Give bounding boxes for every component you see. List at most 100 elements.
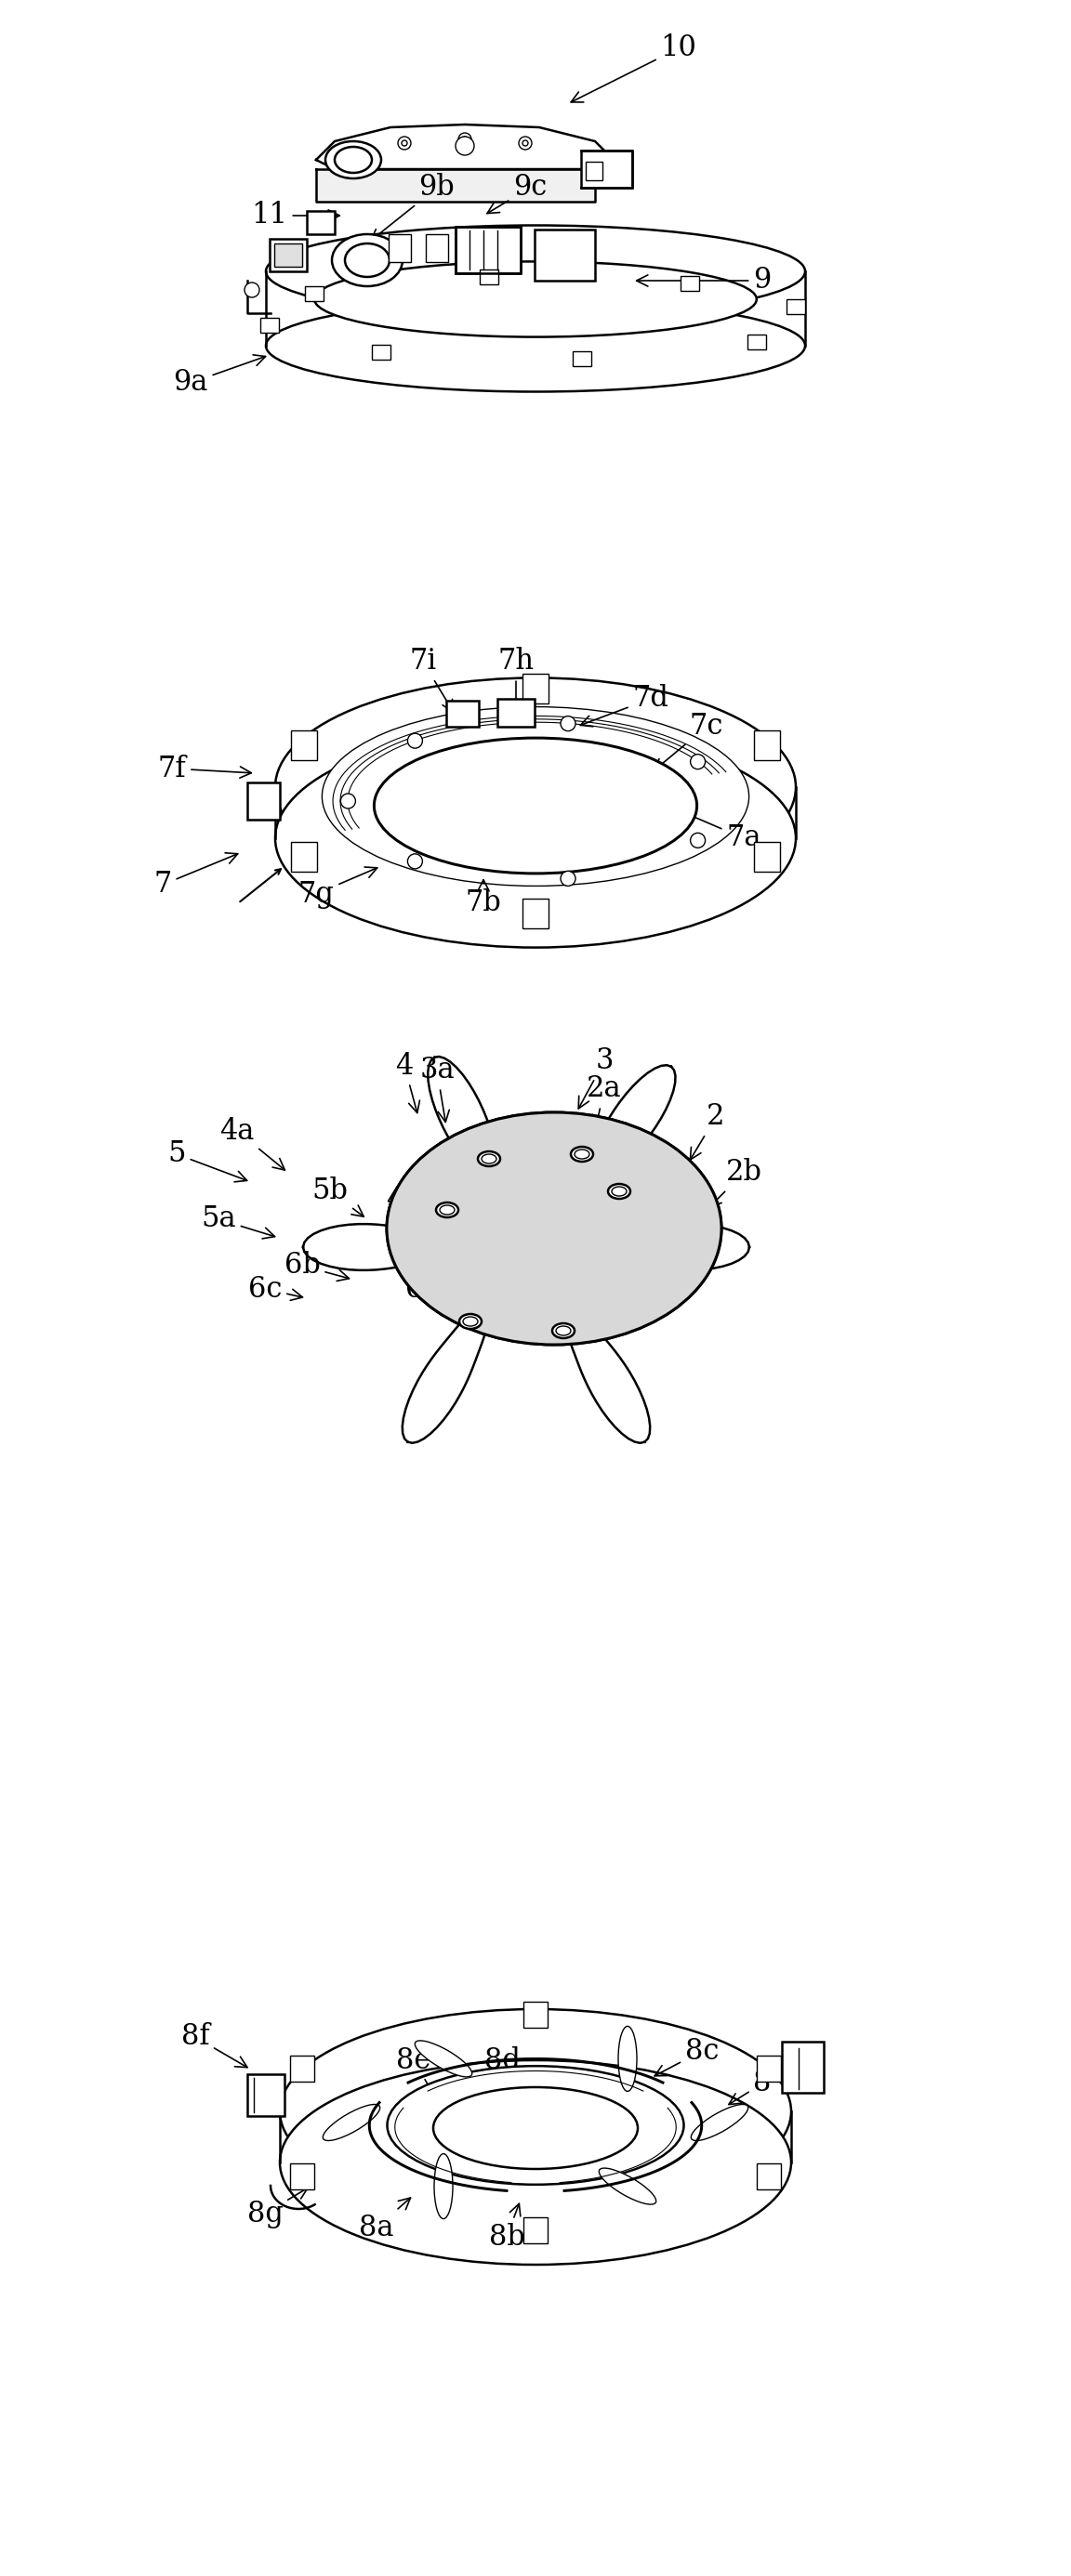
Bar (372, 345, 390, 361)
Bar (290, 2164, 314, 2190)
Circle shape (402, 139, 407, 147)
Text: 9b: 9b (371, 173, 455, 240)
Text: 7a: 7a (682, 811, 761, 853)
Polygon shape (606, 1224, 750, 1270)
Text: 7d: 7d (580, 685, 669, 726)
Bar (681, 276, 699, 291)
Bar (748, 335, 766, 350)
Text: 3: 3 (578, 1046, 614, 1108)
Text: 8f: 8f (181, 2022, 247, 2069)
Text: 8a: 8a (359, 2197, 410, 2241)
Circle shape (408, 853, 422, 868)
Text: 8e: 8e (396, 2045, 435, 2097)
Text: 7f: 7f (157, 755, 252, 783)
Ellipse shape (374, 737, 697, 873)
Bar (754, 842, 781, 873)
Text: 6: 6 (484, 1283, 501, 1314)
Ellipse shape (612, 1188, 627, 1195)
Bar (305, 286, 323, 301)
Text: 7g: 7g (298, 868, 377, 909)
Bar (523, 899, 548, 927)
Ellipse shape (322, 2105, 380, 2141)
Ellipse shape (571, 1146, 593, 1162)
Text: 7e: 7e (482, 824, 516, 853)
Ellipse shape (618, 2027, 637, 2092)
Text: 1b: 1b (522, 1265, 557, 1293)
Text: 5: 5 (167, 1139, 247, 1182)
Text: 7h: 7h (498, 647, 534, 714)
Text: 7: 7 (154, 853, 238, 899)
Bar (306, 211, 334, 234)
Bar (757, 2056, 781, 2081)
Circle shape (458, 134, 471, 147)
Text: 8g: 8g (247, 2187, 307, 2228)
Ellipse shape (387, 1113, 722, 1345)
Text: 9: 9 (636, 265, 771, 296)
Ellipse shape (434, 2087, 637, 2169)
Text: 1c: 1c (553, 1275, 593, 1303)
Text: 9a: 9a (174, 355, 266, 397)
Circle shape (691, 755, 705, 770)
Circle shape (691, 832, 705, 848)
Bar (260, 317, 280, 332)
Text: 4: 4 (395, 1051, 420, 1113)
Ellipse shape (574, 1149, 589, 1159)
Bar (426, 234, 448, 263)
Text: 2: 2 (690, 1103, 725, 1159)
Bar (586, 162, 602, 180)
Polygon shape (316, 124, 614, 170)
Text: 6c: 6c (248, 1275, 303, 1303)
Ellipse shape (345, 245, 390, 278)
Ellipse shape (266, 299, 805, 392)
Ellipse shape (463, 1316, 478, 1327)
Text: 2a: 2a (587, 1074, 622, 1126)
Polygon shape (582, 1064, 676, 1190)
Bar (524, 2002, 547, 2027)
Text: 1: 1 (668, 1185, 702, 1226)
Text: 3b: 3b (488, 1190, 525, 1226)
Text: 4b: 4b (387, 1185, 429, 1226)
Ellipse shape (459, 1314, 482, 1329)
Bar (290, 2056, 314, 2081)
Polygon shape (565, 1311, 650, 1443)
Text: 7c: 7c (654, 714, 724, 770)
Text: 1a: 1a (617, 1211, 659, 1239)
Text: 8b: 8b (488, 2202, 525, 2251)
Bar (247, 783, 280, 819)
Text: 3a: 3a (420, 1056, 454, 1123)
Circle shape (408, 734, 422, 747)
Circle shape (523, 139, 528, 147)
Ellipse shape (556, 1327, 571, 1334)
Ellipse shape (280, 2009, 791, 2213)
Bar (524, 2218, 547, 2244)
Bar (782, 2043, 824, 2092)
Ellipse shape (440, 1206, 454, 1216)
Bar (534, 229, 595, 281)
Text: 8c: 8c (654, 2038, 719, 2076)
Bar (290, 842, 317, 873)
Ellipse shape (388, 2066, 683, 2184)
Ellipse shape (482, 1154, 497, 1164)
Ellipse shape (275, 677, 796, 896)
Text: 11: 11 (252, 201, 340, 229)
Text: 10: 10 (571, 33, 697, 103)
Circle shape (244, 283, 259, 296)
Bar (455, 227, 521, 273)
Bar (389, 234, 411, 263)
Ellipse shape (334, 147, 372, 173)
Text: 5a: 5a (201, 1206, 275, 1239)
Text: 8d: 8d (484, 2045, 521, 2097)
Bar (786, 299, 805, 314)
Ellipse shape (315, 263, 756, 337)
Bar (497, 698, 534, 726)
Bar (290, 729, 317, 760)
Ellipse shape (280, 2061, 791, 2264)
Circle shape (560, 716, 575, 732)
Text: 4a: 4a (220, 1115, 285, 1170)
Ellipse shape (608, 1185, 631, 1198)
Ellipse shape (553, 1324, 574, 1337)
Text: 9c: 9c (487, 173, 547, 214)
Bar (270, 240, 306, 270)
Circle shape (518, 137, 532, 149)
Bar (447, 701, 479, 726)
